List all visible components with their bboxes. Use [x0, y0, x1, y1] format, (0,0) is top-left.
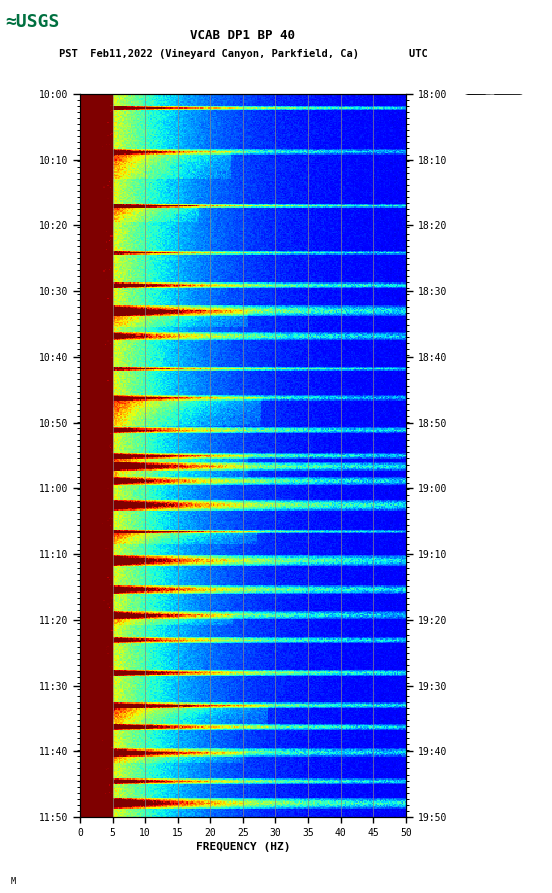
Text: VCAB DP1 BP 40: VCAB DP1 BP 40 — [190, 29, 295, 42]
Text: M: M — [11, 877, 16, 886]
Text: ≈USGS: ≈USGS — [6, 13, 60, 31]
X-axis label: FREQUENCY (HZ): FREQUENCY (HZ) — [195, 842, 290, 852]
Text: PST  Feb11,2022 (Vineyard Canyon, Parkfield, Ca)        UTC: PST Feb11,2022 (Vineyard Canyon, Parkfie… — [59, 48, 427, 59]
